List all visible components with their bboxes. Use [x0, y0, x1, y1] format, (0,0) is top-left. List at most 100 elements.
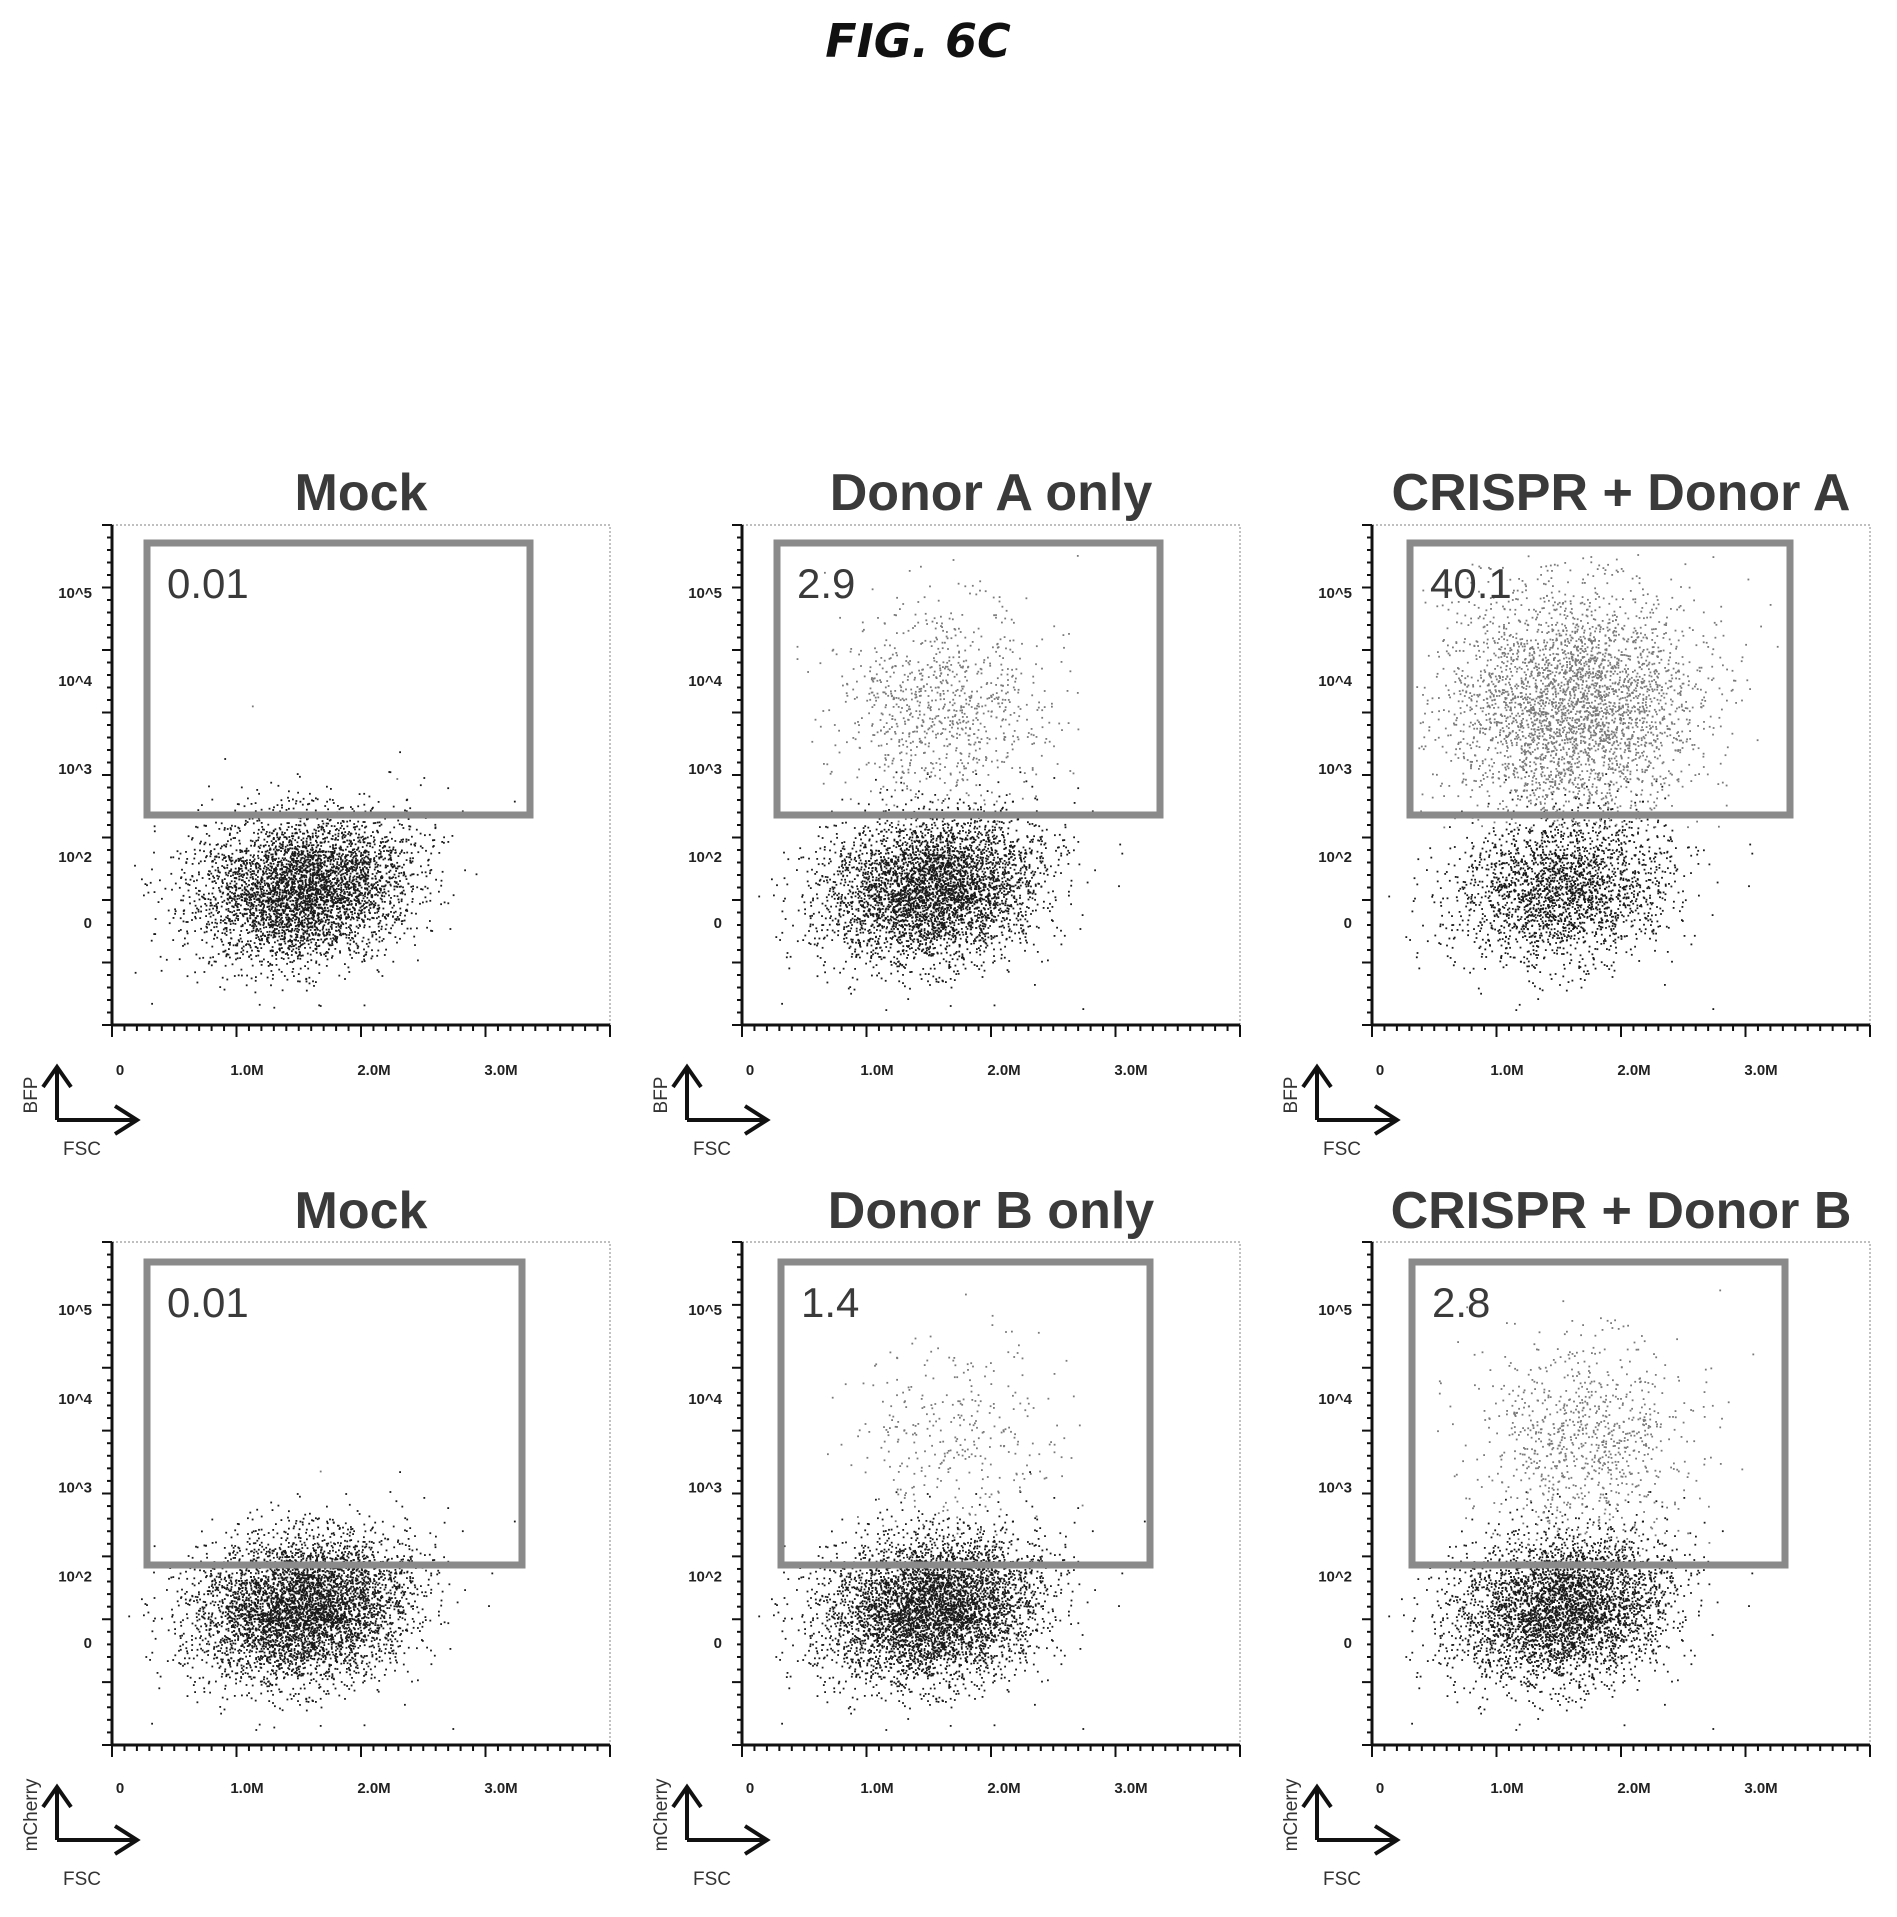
figure-title: FIG. 6C: [825, 14, 1011, 68]
gate-percentage: 2.9: [797, 560, 855, 607]
x-tick-label: 1.0M: [1490, 1780, 1523, 1797]
x-tick-label: 2.0M: [1617, 1780, 1650, 1797]
y-tick-label: 10^2: [58, 1568, 92, 1585]
y-axis-arrow-icon: [41, 1063, 73, 1120]
y-tick-label: 10^5: [688, 585, 722, 602]
gate-box: [773, 539, 1164, 819]
y-axis-arrow-icon: [671, 1063, 703, 1120]
x-tick-label: 0: [116, 1780, 124, 1797]
y-axis-name: mCherry: [651, 1778, 672, 1851]
y-axis-arrow-icon: [671, 1783, 703, 1840]
y-axis-name: mCherry: [21, 1778, 42, 1851]
x-tick-label: 1.0M: [860, 1062, 893, 1079]
x-axis-arrow-icon: [1317, 1824, 1401, 1856]
y-tick-label: 10^4: [58, 673, 92, 690]
x-axis-arrow-icon: [687, 1104, 771, 1136]
y-tick-label: 10^2: [1318, 849, 1352, 866]
gate-percentage: 2.8: [1432, 1279, 1490, 1326]
y-tick-label: 10^4: [688, 1391, 722, 1408]
y-tick-label: 10^2: [1318, 1568, 1352, 1585]
x-tick-label: 0: [1376, 1062, 1384, 1079]
x-axis-arrow-icon: [1317, 1104, 1401, 1136]
gate-percentage: 0.01: [167, 1279, 249, 1326]
gate-box: [1406, 539, 1794, 819]
x-tick-label: 0: [1376, 1780, 1384, 1797]
y-axis-name: BFP: [21, 1077, 42, 1114]
x-tick-label: 2.0M: [987, 1780, 1020, 1797]
y-tick-label: 10^5: [688, 1302, 722, 1319]
y-tick-label: 0: [1344, 1635, 1352, 1652]
y-tick-label: 10^3: [1318, 1480, 1352, 1497]
y-tick-label: 0: [84, 915, 92, 932]
y-tick-label: 0: [714, 1635, 722, 1652]
positive-population-dots: [796, 555, 1080, 828]
x-axis-name: FSC: [693, 1139, 731, 1160]
x-axis-arrow-icon: [57, 1824, 141, 1856]
y-tick-label: 10^2: [688, 1568, 722, 1585]
panel-title: CRISPR + Donor B: [1391, 1182, 1852, 1240]
positive-population-dots: [827, 1293, 1084, 1557]
flow-panel: Donor A only 10^5 10^4 10^3 10^2 0 0 1.0M 2.0M 3.…: [651, 464, 1241, 1160]
positive-population-dots: [1437, 1289, 1755, 1577]
negative-population-dots: [1388, 1491, 1754, 1731]
gate-box: [1408, 1258, 1789, 1569]
flow-panel: Donor B only 10^5 10^4 10^3 10^2 0 0 1.0M 2.0M 3.…: [651, 1182, 1241, 1890]
x-tick-label: 0: [116, 1062, 124, 1079]
gate-box: [143, 539, 534, 819]
x-axis-name: FSC: [1323, 1139, 1361, 1160]
x-axis-arrow-icon: [57, 1104, 141, 1136]
y-tick-label: 0: [714, 915, 722, 932]
x-tick-label: 3.0M: [1114, 1062, 1147, 1079]
x-tick-label: 3.0M: [1744, 1062, 1777, 1079]
y-tick-label: 10^4: [688, 673, 722, 690]
negative-population-dots: [1388, 771, 1754, 1011]
x-tick-label: 1.0M: [1490, 1062, 1523, 1079]
x-tick-label: 3.0M: [484, 1780, 517, 1797]
flow-panel: CRISPR + Donor A 10^5 10^4 10^3 10^2 0 0 1.0M 2.…: [1281, 464, 1871, 1160]
gate-percentage: 40.1: [1430, 560, 1512, 607]
negative-population-dots: [134, 751, 516, 1009]
gate-box: [143, 1258, 526, 1569]
y-tick-label: 10^2: [688, 849, 722, 866]
x-tick-label: 3.0M: [1744, 1780, 1777, 1797]
y-tick-label: 10^4: [58, 1391, 92, 1408]
y-tick-label: 10^4: [1318, 673, 1352, 690]
x-tick-label: 3.0M: [1114, 1780, 1147, 1797]
y-axis-arrow-icon: [41, 1783, 73, 1840]
y-tick-label: 10^2: [58, 849, 92, 866]
positive-population-dots: [319, 1470, 332, 1544]
y-tick-label: 10^3: [688, 1480, 722, 1497]
x-axis-arrow-icon: [687, 1824, 771, 1856]
y-tick-label: 0: [1344, 915, 1352, 932]
flow-panel: Mock 10^5 10^4 10^3 10^2 0 0 1.0M 2.0M 3.0M 0.01 mC…: [21, 1182, 611, 1890]
negative-population-dots: [758, 1471, 1146, 1731]
x-axis-name: FSC: [63, 1139, 101, 1160]
x-tick-label: 2.0M: [1617, 1062, 1650, 1079]
y-tick-label: 10^4: [1318, 1391, 1352, 1408]
x-tick-label: 1.0M: [860, 1780, 893, 1797]
negative-population-dots: [758, 771, 1124, 1011]
y-tick-label: 10^5: [58, 585, 92, 602]
x-tick-label: 3.0M: [484, 1062, 517, 1079]
y-tick-label: 10^5: [58, 1302, 92, 1319]
y-axis-name: BFP: [651, 1077, 672, 1114]
x-tick-label: 2.0M: [357, 1062, 390, 1079]
positive-population-dots: [251, 705, 399, 780]
y-tick-label: 10^3: [58, 1480, 92, 1497]
y-tick-label: 10^3: [58, 761, 92, 778]
y-tick-label: 0: [84, 1635, 92, 1652]
y-tick-label: 10^5: [1318, 1302, 1352, 1319]
x-tick-label: 1.0M: [230, 1780, 263, 1797]
y-axis-name: BFP: [1281, 1077, 1302, 1114]
gate-percentage: 1.4: [801, 1279, 859, 1326]
y-tick-label: 10^5: [1318, 585, 1352, 602]
flow-panels: Mock 10^5 10^4 10^3 10^2 0 0 1.0M 2.0M 3.0M 0.01 BF…: [21, 464, 1871, 1890]
x-tick-label: 0: [746, 1062, 754, 1079]
y-tick-label: 10^3: [1318, 761, 1352, 778]
gate-box: [777, 1258, 1154, 1569]
x-axis-name: FSC: [1323, 1869, 1361, 1890]
x-tick-label: 1.0M: [230, 1062, 263, 1079]
panel-title: Mock: [295, 464, 428, 522]
y-axis-arrow-icon: [1301, 1063, 1333, 1120]
